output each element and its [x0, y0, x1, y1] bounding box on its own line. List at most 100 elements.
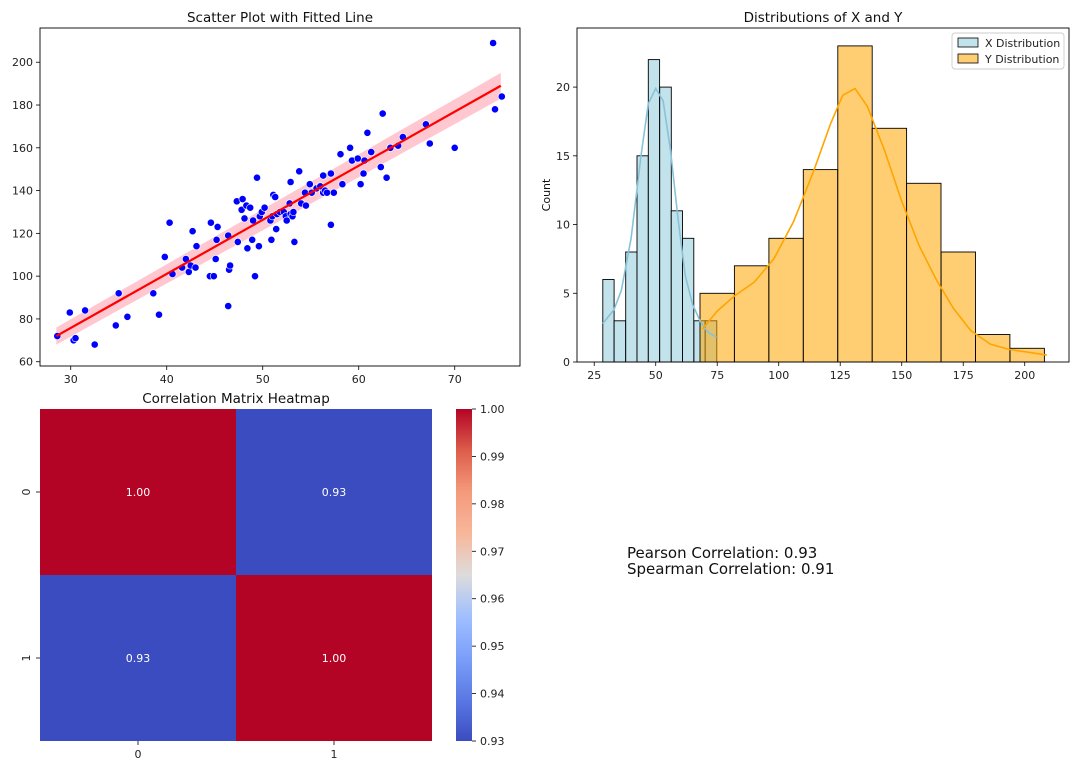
scatter-point — [450, 143, 459, 152]
histogram-bar-y — [837, 45, 873, 363]
x-tick-label: 70 — [448, 373, 462, 386]
scatter-point — [226, 261, 234, 270]
histogram-bar-x — [636, 155, 649, 363]
scatter-point — [329, 188, 338, 197]
scatter-point — [111, 321, 120, 330]
scatter-point — [251, 272, 259, 281]
legend-label: Y Distribution — [984, 53, 1059, 66]
scatter-point — [253, 173, 261, 182]
heatmap-panel: Correlation Matrix Heatmap 1.00 0.93 0.93 1.… — [20, 391, 505, 761]
colorbar-tick-label: 0.93 — [480, 735, 505, 748]
scatter-point — [378, 109, 387, 118]
scatter-point — [326, 220, 335, 229]
x-tick-label: 50 — [649, 369, 663, 382]
scatter-point — [71, 334, 80, 343]
scatter-point — [382, 173, 391, 182]
x-tick-label: 30 — [64, 373, 78, 386]
pearson-correlation-text: Pearson Correlation: 0.93 — [627, 544, 818, 562]
x-tick-label: 0 — [135, 748, 142, 761]
fitted-line — [55, 84, 502, 338]
scatter-point — [114, 289, 123, 298]
colorbar-tick-label: 0.97 — [480, 545, 505, 558]
y-tick-label: 160 — [12, 142, 33, 155]
scatter-point — [289, 208, 298, 216]
scatter-point — [224, 302, 233, 310]
correlation-stats: Pearson Correlation: 0.93 Spearman Corre… — [627, 545, 834, 577]
y-tick-label: 200 — [12, 56, 33, 69]
y-tick-label: 80 — [19, 313, 33, 326]
scatter-point — [65, 308, 74, 317]
scatter-point — [213, 222, 222, 231]
scatter-point — [243, 244, 252, 253]
x-tick-label: 125 — [830, 369, 851, 382]
scatter-point — [81, 306, 89, 315]
scatter-point — [248, 235, 257, 244]
scatter-point — [353, 154, 362, 163]
scatter-point — [192, 242, 201, 251]
scatter-point — [491, 105, 499, 114]
scatter-point — [305, 180, 314, 189]
heatmap-cell — [40, 575, 236, 741]
scatter-point — [209, 272, 218, 281]
scatter-point — [260, 203, 269, 212]
scatter-point — [240, 214, 249, 223]
x-tick-label: 40 — [160, 373, 174, 386]
legend-swatch — [957, 37, 979, 48]
histogram-bar-y — [871, 127, 908, 363]
y-tick-label: 0 — [20, 489, 33, 496]
scatter-point — [233, 237, 242, 246]
scatter-point — [295, 167, 304, 176]
histogram-bar-x — [647, 59, 661, 363]
colorbar-tick-label: 0.98 — [480, 498, 505, 511]
scatter-point — [363, 128, 372, 137]
scatter-point — [184, 267, 193, 276]
scatter-point — [160, 252, 169, 261]
x-tick-label: 60 — [352, 373, 366, 386]
x-tick-label: 1 — [331, 748, 338, 761]
histogram-bar-x — [613, 320, 627, 363]
histogram-axes-frame — [576, 27, 1070, 363]
scatter-point — [497, 92, 506, 101]
heatmap-cell — [40, 409, 236, 575]
scatter-point — [206, 218, 215, 227]
histogram-bar-y — [906, 182, 942, 363]
histogram-panel: Distributions of X and Y25 50 75 100 125 150 1… — [540, 10, 1070, 382]
colorbar-tick-label: 0.99 — [480, 450, 505, 463]
y-tick-label: 5 — [563, 287, 570, 300]
heatmap-title: Correlation Matrix Heatmap — [142, 391, 330, 407]
heatmap-cell-value: 1.00 — [126, 486, 151, 499]
scatter-point — [326, 169, 335, 178]
scatter-point — [238, 195, 247, 203]
histogram-bar-x — [670, 210, 683, 363]
scatter-point — [282, 216, 291, 225]
scatter-axes-frame — [39, 27, 521, 367]
scatter-plot-panel: Scatter Plot with Fitted Line 30 40 50 60 70 6… — [12, 10, 521, 386]
scatter-point — [319, 171, 328, 180]
scatter-point — [356, 180, 365, 189]
scatter-point — [367, 148, 376, 156]
legend-label: X Distribution — [985, 37, 1060, 50]
scatter-title: Scatter Plot with Fitted Line — [187, 10, 373, 26]
x-tick-label: 25 — [587, 369, 601, 382]
colorbar-tick-label: 0.94 — [480, 688, 505, 701]
scatter-point — [359, 169, 368, 178]
spearman-correlation-text: Spearman Correlation: 0.91 — [627, 560, 835, 578]
heatmap-cell-value: 0.93 — [322, 486, 347, 499]
scatter-point — [376, 163, 385, 171]
colorbar — [456, 409, 472, 741]
scatter-point — [425, 139, 434, 148]
scatter-point — [267, 235, 276, 244]
histogram-bar-y — [802, 169, 839, 363]
y-tick-label: 60 — [19, 356, 33, 369]
histogram-bar-y — [733, 265, 770, 363]
scatter-point — [212, 235, 221, 244]
scatter-point — [123, 312, 132, 321]
x-tick-label: 175 — [953, 369, 974, 382]
colorbar-tick-label: 0.95 — [480, 640, 505, 653]
x-tick-label: 200 — [1014, 369, 1035, 382]
x-tick-label: 100 — [768, 369, 789, 382]
legend-box — [951, 32, 1065, 70]
colorbar-tick-label: 1.00 — [480, 403, 505, 416]
scatter-point — [155, 310, 163, 319]
